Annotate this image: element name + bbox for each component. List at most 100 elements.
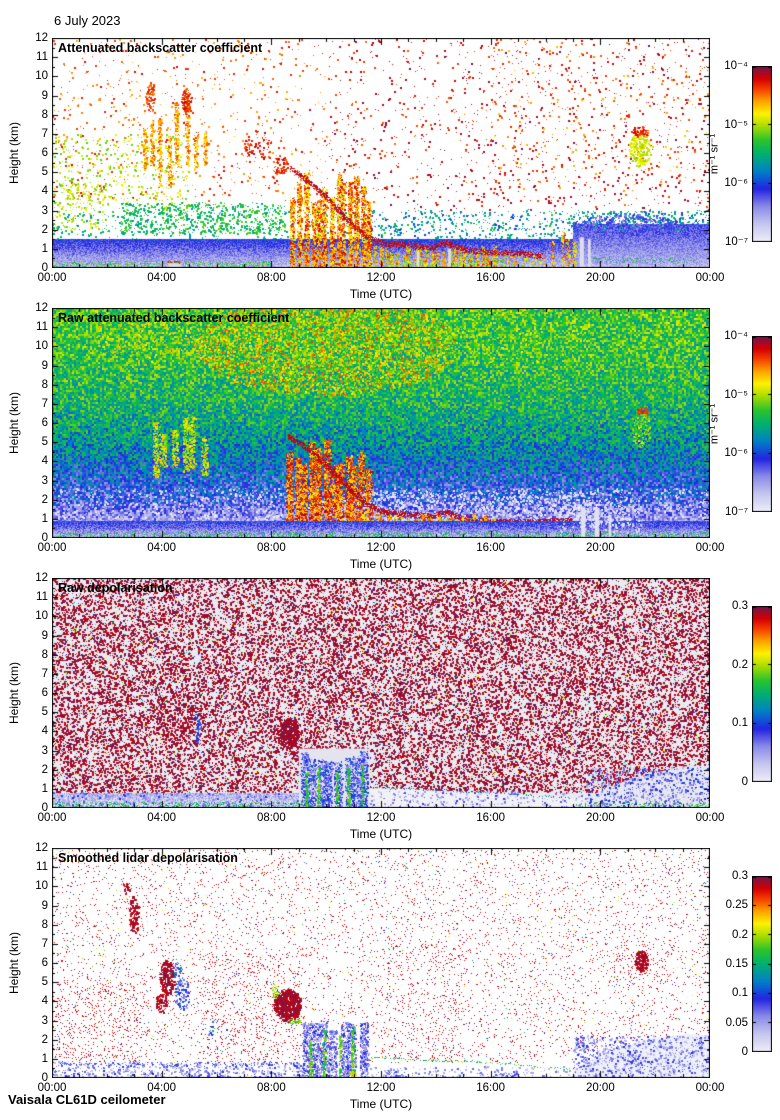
x-tick-label: 00:00 bbox=[695, 542, 725, 554]
colorbar-tick-label: 10⁻⁵ bbox=[724, 118, 748, 131]
y-tick-label: 12 bbox=[35, 842, 48, 854]
x-axis-label: Time (UTC) bbox=[349, 557, 413, 571]
panel-title-attenuated-backscatter: Attenuated backscatter coefficient bbox=[58, 41, 263, 55]
instrument-label: Vaisala CL61D ceilometer bbox=[8, 1092, 166, 1107]
x-tick-label: 08:00 bbox=[256, 272, 286, 284]
y-tick-label: 6 bbox=[41, 147, 48, 159]
colorbar-tick-label: 10⁻⁷ bbox=[724, 506, 748, 518]
colorbar-tick-label: 0.3 bbox=[732, 870, 748, 882]
colorbar-smoothed-lidar-depolarisation bbox=[752, 876, 772, 1052]
y-tick-label: 10 bbox=[35, 340, 48, 353]
y-tick-label: 9 bbox=[41, 89, 48, 102]
colorbar-tick-label: 0.1 bbox=[732, 717, 748, 730]
y-tick-label: 6 bbox=[41, 417, 48, 429]
colorbar-tick-label: 0 bbox=[741, 1046, 748, 1058]
y-axis-label: Height (km) bbox=[7, 931, 21, 995]
colorbar-tick-label: 0.2 bbox=[732, 928, 748, 941]
y-tick-label: 8 bbox=[41, 108, 48, 121]
y-axis-label: Height (km) bbox=[7, 121, 21, 185]
colorbar-tick-label: 10⁻⁴ bbox=[724, 330, 748, 342]
colorbar-unit-label: m⁻¹ sr⁻¹ bbox=[708, 403, 721, 445]
y-tick-label: 7 bbox=[41, 937, 48, 950]
y-tick-label: 10 bbox=[35, 610, 48, 623]
colorbar-raw-attenuated-backscatter bbox=[752, 336, 772, 512]
y-tick-label: 0 bbox=[41, 262, 48, 274]
y-tick-label: 3 bbox=[41, 204, 48, 217]
x-tick-label: 08:00 bbox=[256, 812, 286, 824]
x-tick-label: 08:00 bbox=[256, 542, 286, 554]
y-tick-label: 0 bbox=[41, 802, 48, 814]
x-axis-label: Time (UTC) bbox=[349, 287, 413, 301]
y-tick-label: 5 bbox=[41, 706, 48, 719]
y-tick-label: 12 bbox=[35, 572, 48, 584]
panel-title-smoothed-lidar-depolarisation: Smoothed lidar depolarisation bbox=[58, 851, 238, 865]
y-tick-label: 5 bbox=[41, 976, 48, 989]
x-tick-label: 20:00 bbox=[585, 542, 615, 554]
y-tick-label: 11 bbox=[36, 51, 48, 64]
y-tick-label: 7 bbox=[41, 397, 48, 410]
y-tick-label: 12 bbox=[35, 302, 48, 314]
x-tick-label: 12:00 bbox=[366, 812, 396, 824]
panel-title-raw-attenuated-backscatter: Raw attenuated backscatter coefficient bbox=[58, 311, 290, 325]
y-tick-label: 5 bbox=[41, 166, 48, 179]
y-tick-label: 9 bbox=[41, 629, 48, 642]
y-tick-label: 2 bbox=[41, 1033, 48, 1046]
y-axis-label: Height (km) bbox=[7, 391, 21, 455]
y-tick-label: 6 bbox=[41, 687, 48, 699]
y-tick-label: 8 bbox=[41, 918, 48, 931]
y-tick-label: 3 bbox=[41, 1014, 48, 1027]
y-tick-label: 0 bbox=[41, 1072, 48, 1084]
y-tick-label: 4 bbox=[41, 725, 48, 738]
x-tick-label: 12:00 bbox=[366, 1082, 396, 1094]
y-tick-label: 5 bbox=[41, 436, 48, 449]
colorbar-tick-label: 0.2 bbox=[732, 658, 748, 671]
x-tick-label: 20:00 bbox=[585, 812, 615, 824]
x-tick-label: 20:00 bbox=[585, 1082, 615, 1094]
y-axis-label: Height (km) bbox=[7, 661, 21, 725]
y-tick-label: 11 bbox=[36, 321, 48, 334]
colorbar-raw-depolarisation bbox=[752, 606, 772, 782]
x-tick-label: 20:00 bbox=[585, 272, 615, 284]
y-tick-label: 4 bbox=[41, 455, 48, 468]
date-label: 6 July 2023 bbox=[54, 13, 121, 28]
y-tick-label: 3 bbox=[41, 474, 48, 487]
x-tick-label: 12:00 bbox=[366, 542, 396, 554]
colorbar-tick-label: 10⁻⁷ bbox=[724, 236, 748, 248]
y-tick-label: 11 bbox=[36, 861, 48, 874]
x-tick-label: 00:00 bbox=[695, 1082, 725, 1094]
y-tick-label: 9 bbox=[41, 359, 48, 372]
colorbar-attenuated-backscatter bbox=[752, 66, 772, 242]
x-axis-label: Time (UTC) bbox=[349, 1097, 413, 1111]
colorbar-tick-label: 10⁻⁵ bbox=[724, 388, 748, 401]
x-tick-label: 04:00 bbox=[147, 1082, 177, 1094]
y-tick-label: 3 bbox=[41, 744, 48, 757]
colorbar-tick-label: 0.05 bbox=[725, 1016, 748, 1029]
y-tick-label: 2 bbox=[41, 763, 48, 776]
colorbar-tick-label: 0 bbox=[741, 776, 748, 788]
y-tick-label: 10 bbox=[35, 70, 48, 83]
x-tick-label: 00:00 bbox=[695, 812, 725, 824]
x-tick-label: 00:00 bbox=[37, 812, 67, 824]
y-tick-label: 1 bbox=[41, 782, 48, 795]
y-tick-label: 6 bbox=[41, 957, 48, 969]
y-tick-label: 9 bbox=[41, 899, 48, 912]
colorbar-tick-label: 0.15 bbox=[725, 958, 748, 970]
colorbar-tick-label: 10⁻⁶ bbox=[724, 447, 748, 460]
x-tick-label: 16:00 bbox=[476, 812, 506, 824]
colorbar-tick-label: 10⁻⁶ bbox=[724, 177, 748, 190]
y-tick-label: 2 bbox=[41, 493, 48, 506]
y-tick-label: 7 bbox=[41, 127, 48, 140]
y-tick-label: 10 bbox=[35, 880, 48, 893]
x-tick-label: 16:00 bbox=[476, 272, 506, 284]
x-tick-label: 04:00 bbox=[147, 272, 177, 284]
y-tick-label: 1 bbox=[41, 242, 48, 255]
x-tick-label: 04:00 bbox=[147, 542, 177, 554]
x-tick-label: 00:00 bbox=[37, 1082, 67, 1094]
heatmap-canvas-raw-depolarisation bbox=[52, 578, 710, 808]
heatmap-canvas-attenuated-backscatter bbox=[52, 38, 710, 268]
y-tick-label: 0 bbox=[41, 532, 48, 544]
colorbar-tick-label: 0.1 bbox=[732, 987, 748, 1000]
x-tick-label: 00:00 bbox=[37, 542, 67, 554]
panel-title-raw-depolarisation: Raw depolarisation bbox=[58, 581, 173, 595]
colorbar-unit-label: m⁻¹ sr⁻¹ bbox=[708, 133, 721, 175]
